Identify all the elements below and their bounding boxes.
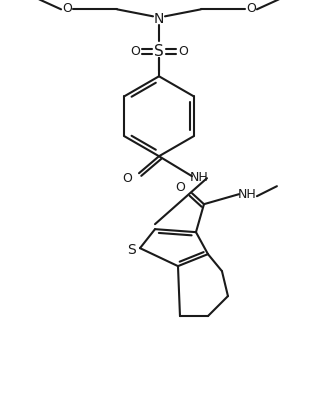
Text: NH: NH bbox=[190, 171, 208, 184]
Text: N: N bbox=[154, 12, 164, 26]
Text: O: O bbox=[178, 45, 188, 58]
Text: S: S bbox=[127, 243, 135, 257]
Text: S: S bbox=[154, 44, 164, 59]
Text: O: O bbox=[175, 181, 185, 194]
Text: O: O bbox=[122, 172, 132, 185]
Text: O: O bbox=[130, 45, 140, 58]
Text: O: O bbox=[62, 2, 72, 15]
Text: O: O bbox=[246, 2, 256, 15]
Text: NH: NH bbox=[238, 188, 256, 201]
